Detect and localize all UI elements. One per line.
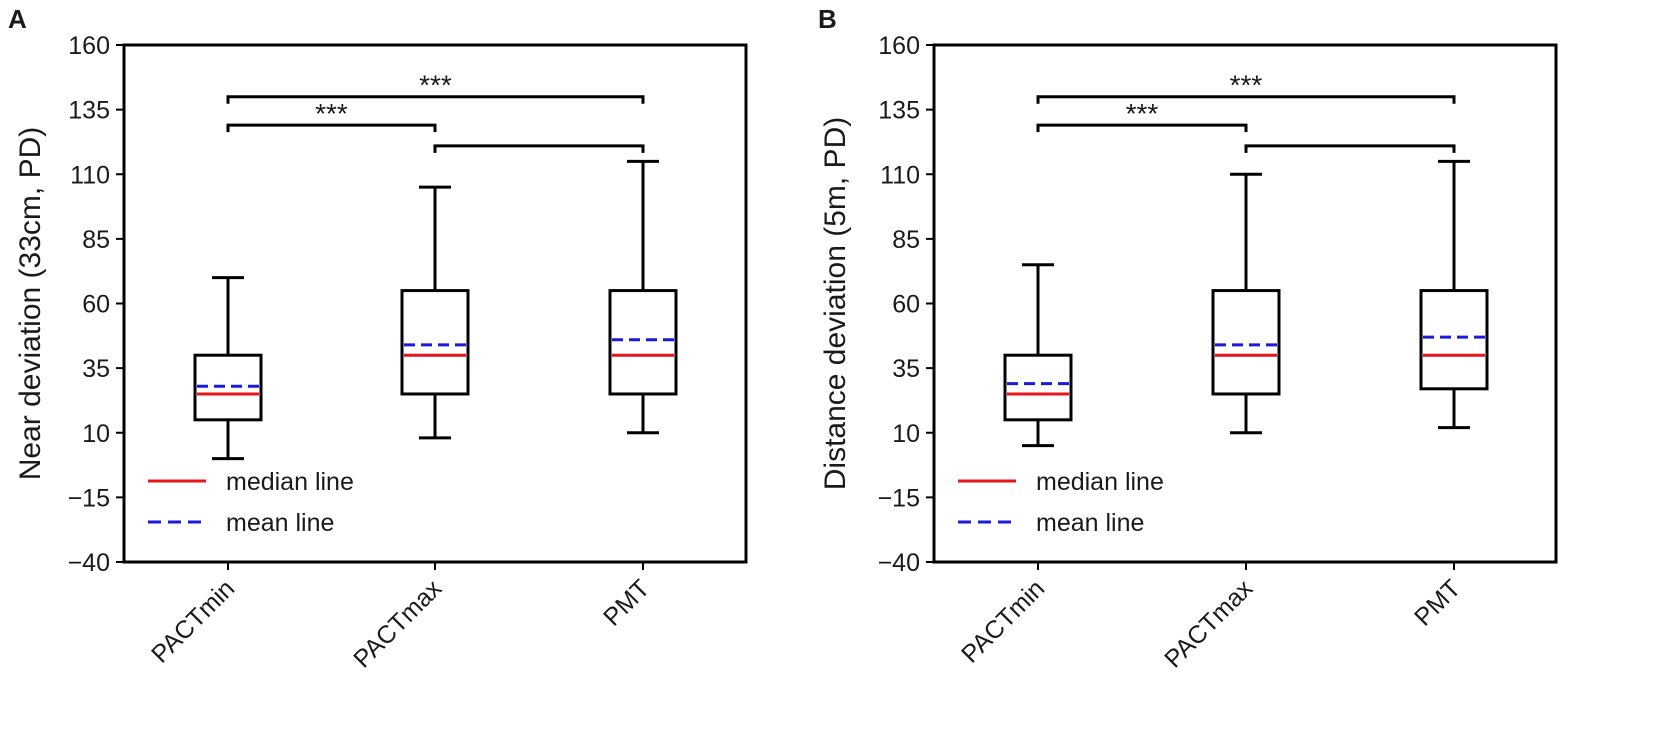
bracket-line bbox=[433, 144, 645, 153]
significance-bracket bbox=[1244, 144, 1456, 153]
y-tick-label: −15 bbox=[878, 484, 920, 512]
legend-label: mean line bbox=[226, 509, 334, 537]
bracket-line bbox=[226, 123, 437, 133]
bracket-line bbox=[1036, 95, 1456, 104]
iqr-box bbox=[1211, 289, 1281, 396]
y-tick-label: 135 bbox=[878, 97, 920, 125]
box-pactmax bbox=[400, 185, 470, 440]
x-tick-label: PACTmax bbox=[1159, 574, 1258, 673]
significance-bracket: *** bbox=[226, 98, 437, 133]
y-tick-label: 60 bbox=[892, 291, 920, 319]
significance-label: *** bbox=[419, 70, 452, 101]
significance-bracket: *** bbox=[1036, 70, 1456, 104]
iqr-box bbox=[1003, 353, 1073, 422]
legend-label: mean line bbox=[1036, 509, 1144, 537]
y-tick-label: 85 bbox=[892, 226, 920, 254]
y-tick-label: 160 bbox=[878, 32, 920, 60]
y-tick-label: 35 bbox=[892, 355, 920, 383]
y-tick-label: 135 bbox=[68, 97, 110, 125]
significance-label: *** bbox=[315, 98, 348, 129]
y-axis-label: Near deviation (33cm, PD) bbox=[14, 127, 47, 480]
box-pactmin bbox=[193, 276, 263, 461]
x-tick-label: PACTmin bbox=[956, 574, 1050, 668]
y-tick-label: 60 bbox=[82, 291, 110, 319]
x-tick-label: PACTmax bbox=[348, 574, 447, 673]
y-tick-label: 85 bbox=[82, 226, 110, 254]
y-tick-label: 160 bbox=[68, 32, 110, 60]
significance-bracket: *** bbox=[1036, 98, 1248, 133]
bracket-line bbox=[1244, 144, 1456, 153]
plot-frame bbox=[932, 43, 1558, 564]
chart-panel-b: B −40 −15 10 35 60 85 110 135 160 Distance deviati… bbox=[818, 4, 1558, 673]
box-pactmax bbox=[1211, 172, 1281, 435]
box-pmt bbox=[1419, 159, 1489, 430]
x-tick-label: PACTmin bbox=[146, 574, 240, 668]
y-tick-label: −40 bbox=[878, 549, 920, 577]
y-tick-label: 10 bbox=[892, 420, 920, 448]
legend-label: median line bbox=[1036, 468, 1164, 496]
y-tick-label: 10 bbox=[82, 420, 110, 448]
box-pactmin bbox=[1003, 263, 1073, 448]
bracket-line bbox=[1036, 123, 1248, 133]
y-tick-label: 110 bbox=[880, 161, 920, 189]
significance-label: *** bbox=[1230, 70, 1263, 101]
panel-label: A bbox=[8, 4, 27, 34]
legend-label: median line bbox=[226, 468, 354, 496]
significance-bracket: *** bbox=[226, 70, 645, 104]
iqr-box bbox=[608, 289, 678, 396]
significance-label: *** bbox=[1126, 98, 1159, 129]
box-pmt bbox=[608, 159, 678, 435]
bracket-line bbox=[226, 95, 645, 104]
y-tick-label: 35 bbox=[82, 355, 110, 383]
plot-frame bbox=[122, 43, 748, 564]
y-tick-label: −15 bbox=[68, 484, 110, 512]
significance-bracket bbox=[433, 144, 645, 153]
legend: median line mean line bbox=[148, 468, 354, 537]
iqr-box bbox=[1419, 289, 1489, 391]
chart-panel-a: A −40 −15 10 35 60 85 110 135 160 Near deviation (… bbox=[8, 4, 748, 673]
y-tick-label: −40 bbox=[68, 549, 110, 577]
x-tick-label: PMT bbox=[1409, 574, 1466, 631]
legend: median line mean line bbox=[958, 468, 1164, 537]
y-tick-label: 110 bbox=[70, 161, 110, 189]
iqr-box bbox=[400, 289, 470, 396]
panel-label: B bbox=[818, 4, 837, 34]
x-tick-label: PMT bbox=[598, 574, 655, 631]
y-axis-label: Distance deviation (5m, PD) bbox=[819, 117, 852, 490]
iqr-box bbox=[193, 353, 263, 422]
